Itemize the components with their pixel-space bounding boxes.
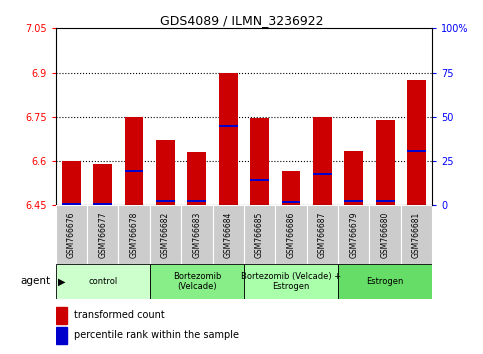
Bar <box>376 200 395 202</box>
Bar <box>282 171 300 205</box>
Bar <box>338 205 369 264</box>
Bar <box>369 205 401 264</box>
Text: ▶: ▶ <box>58 276 66 286</box>
Text: GSM766676: GSM766676 <box>67 211 76 258</box>
Bar <box>56 205 87 264</box>
Text: GSM766687: GSM766687 <box>318 211 327 258</box>
Bar <box>56 264 150 299</box>
Bar <box>93 203 112 205</box>
Bar <box>156 200 175 202</box>
Bar <box>307 205 338 264</box>
Text: GSM766679: GSM766679 <box>349 211 358 258</box>
Text: GSM766686: GSM766686 <box>286 211 296 258</box>
Text: Bortezomib (Velcade) +
Estrogen: Bortezomib (Velcade) + Estrogen <box>241 272 341 291</box>
Text: GDS4089 / ILMN_3236922: GDS4089 / ILMN_3236922 <box>160 14 323 27</box>
Bar <box>187 152 206 205</box>
Text: transformed count: transformed count <box>74 310 165 320</box>
Bar <box>156 141 175 205</box>
Text: GSM766685: GSM766685 <box>255 211 264 258</box>
Bar <box>150 205 181 264</box>
Bar <box>219 73 238 205</box>
Bar <box>118 205 150 264</box>
Bar <box>87 205 118 264</box>
Text: GSM766678: GSM766678 <box>129 211 139 258</box>
Text: GSM766681: GSM766681 <box>412 211 421 258</box>
Bar <box>313 173 332 175</box>
Text: percentile rank within the sample: percentile rank within the sample <box>74 330 240 341</box>
Bar <box>56 327 67 343</box>
Text: control: control <box>88 277 117 286</box>
Bar <box>407 150 426 152</box>
Bar <box>244 205 275 264</box>
Bar <box>376 120 395 205</box>
Text: GSM766677: GSM766677 <box>98 211 107 258</box>
Bar <box>244 264 338 299</box>
Text: GSM766682: GSM766682 <box>161 211 170 258</box>
Bar <box>62 161 81 205</box>
Bar <box>250 179 269 181</box>
Bar <box>401 205 432 264</box>
Bar <box>282 201 300 204</box>
Bar <box>275 205 307 264</box>
Bar <box>125 170 143 172</box>
Text: Bortezomib
(Velcade): Bortezomib (Velcade) <box>172 272 221 291</box>
Bar <box>338 264 432 299</box>
Bar <box>93 164 112 205</box>
Bar <box>181 205 213 264</box>
Text: Estrogen: Estrogen <box>367 277 404 286</box>
Bar <box>313 117 332 205</box>
Text: GSM766683: GSM766683 <box>192 211 201 258</box>
Bar <box>56 307 67 324</box>
Text: GSM766684: GSM766684 <box>224 211 233 258</box>
Bar <box>150 264 244 299</box>
Bar <box>62 203 81 205</box>
Bar <box>187 200 206 202</box>
Bar <box>344 200 363 202</box>
Bar <box>213 205 244 264</box>
Bar <box>407 80 426 205</box>
Bar <box>250 118 269 205</box>
Text: agent: agent <box>21 276 51 286</box>
Bar <box>219 125 238 127</box>
Bar <box>125 117 143 205</box>
Bar <box>344 151 363 205</box>
Text: GSM766680: GSM766680 <box>381 211 390 258</box>
